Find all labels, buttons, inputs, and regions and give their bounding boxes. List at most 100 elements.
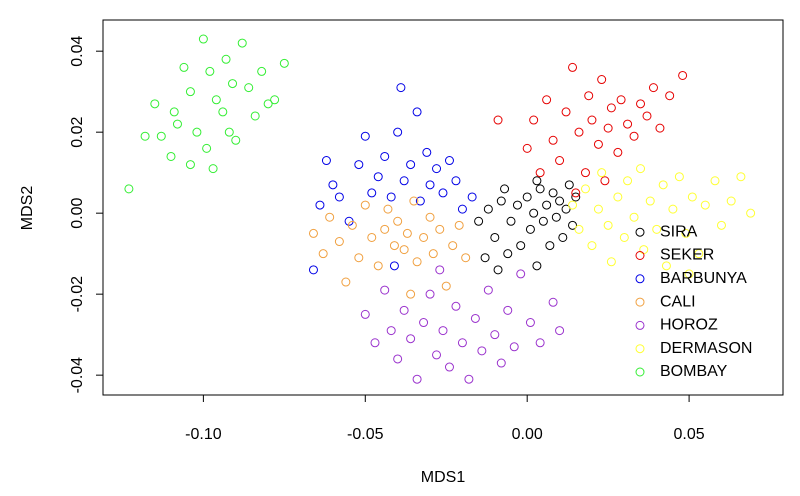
point <box>224 127 234 137</box>
point <box>412 107 422 117</box>
point <box>568 200 578 210</box>
point <box>396 83 406 93</box>
point <box>490 232 500 242</box>
point <box>503 305 513 315</box>
point <box>380 285 390 295</box>
point <box>736 172 746 182</box>
point <box>529 115 539 125</box>
point <box>710 176 720 186</box>
point <box>532 176 542 186</box>
point <box>522 143 532 153</box>
point <box>584 91 594 101</box>
point <box>415 196 425 206</box>
point <box>496 358 506 368</box>
point <box>412 374 422 384</box>
y-tick-label: -0.04 <box>69 357 86 394</box>
point <box>334 192 344 202</box>
point <box>529 208 539 218</box>
point <box>593 204 603 214</box>
point <box>166 151 176 161</box>
point <box>639 245 649 255</box>
point <box>370 338 380 348</box>
point <box>389 261 399 271</box>
point <box>636 164 646 174</box>
point <box>373 172 383 182</box>
y-tick-label: 0.04 <box>69 36 86 67</box>
point <box>373 261 383 271</box>
point <box>205 66 215 76</box>
point <box>493 265 503 275</box>
point <box>383 204 393 214</box>
point <box>432 350 442 360</box>
point <box>746 208 756 218</box>
legend-label: CALI <box>660 293 696 310</box>
point <box>318 249 328 259</box>
point <box>308 265 318 275</box>
point <box>535 338 545 348</box>
legend-label: HOROZ <box>660 317 718 334</box>
y-tick-label: 0.00 <box>69 197 86 228</box>
point <box>516 241 526 251</box>
legend-label: BOMBAY <box>660 363 728 380</box>
point <box>198 34 208 44</box>
point <box>354 253 364 263</box>
point <box>535 168 545 178</box>
point <box>571 192 581 202</box>
point <box>648 83 658 93</box>
point <box>406 160 416 170</box>
x-tick-label: 0.05 <box>674 426 705 443</box>
point <box>655 123 665 133</box>
point <box>457 338 467 348</box>
point <box>661 261 671 271</box>
point <box>480 253 490 263</box>
legend-label: SIRA <box>660 223 698 240</box>
point <box>525 224 535 234</box>
x-tick-label: -0.05 <box>347 426 384 443</box>
point <box>169 107 179 117</box>
point <box>548 188 558 198</box>
point <box>140 131 150 141</box>
y-axis-label: MDS2 <box>19 186 36 231</box>
point <box>571 188 581 198</box>
point <box>542 95 552 105</box>
point <box>185 87 195 97</box>
point <box>328 180 338 190</box>
point <box>470 313 480 323</box>
point <box>393 216 403 226</box>
point <box>279 58 289 68</box>
point <box>321 156 331 166</box>
point <box>334 237 344 247</box>
point <box>700 200 710 210</box>
point <box>687 192 697 202</box>
point <box>568 220 578 230</box>
point <box>399 305 409 315</box>
point <box>192 127 202 137</box>
point <box>561 204 571 214</box>
point <box>506 216 516 226</box>
point <box>412 257 422 267</box>
point <box>406 289 416 299</box>
point <box>308 228 318 238</box>
point <box>580 168 590 178</box>
point <box>564 180 574 190</box>
point <box>535 184 545 194</box>
point <box>616 95 626 105</box>
point <box>483 204 493 214</box>
point <box>574 127 584 137</box>
point <box>419 318 429 328</box>
legend-label: DERMASON <box>660 340 752 357</box>
point <box>636 99 646 109</box>
point <box>270 95 280 105</box>
x-axis-label: MDS1 <box>421 469 466 486</box>
point <box>179 62 189 72</box>
point <box>600 176 610 186</box>
point <box>435 265 445 275</box>
point <box>674 172 684 182</box>
point <box>587 241 597 251</box>
point <box>678 70 688 80</box>
point <box>428 249 438 259</box>
point <box>642 111 652 121</box>
point <box>500 184 510 194</box>
point <box>568 62 578 72</box>
